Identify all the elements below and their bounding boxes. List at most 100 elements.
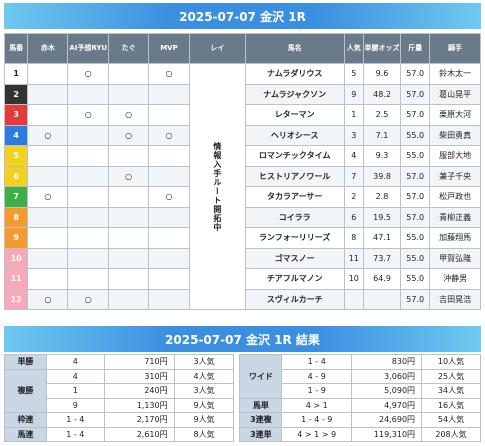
win-odds: 48.2	[363, 83, 401, 105]
horse-number: 12	[3, 288, 29, 310]
mvp-mark	[148, 206, 190, 228]
combination: 4 - 9	[281, 368, 353, 384]
column-gap	[234, 369, 240, 384]
akagi-mark	[27, 247, 69, 269]
win-odds: 9.3	[363, 145, 401, 167]
horse-number: 8	[3, 206, 29, 228]
results-table: 単勝 4 710円 3人気 ワイド 1 - 4 830円 10人気 複勝 4 310円 4人気 4 - …	[4, 354, 481, 442]
col-header-popularity: 人気	[343, 33, 365, 64]
popularity: 2	[343, 186, 365, 208]
ai-mark: ○	[67, 288, 110, 310]
payout: 4,970円	[351, 397, 423, 413]
table-row[interactable]: 12 ○ ○ スヴィルカーチ 57.0 吉田晃浩	[3, 288, 481, 310]
payout-popularity: 8人気	[173, 426, 235, 442]
combination: 1 - 4	[281, 354, 353, 370]
race-title: 2025-07-07 金沢 1R	[179, 9, 306, 24]
horse-number: 4	[3, 124, 29, 146]
result-row: 単勝 4 710円 3人気 ワイド 1 - 4 830円 10人気	[4, 354, 481, 399]
jockey-name: 服部大地	[429, 145, 481, 167]
combination: 1 - 9	[281, 383, 353, 399]
table-row[interactable]: 11 チアフルマノン 10 64.9 55.0 沖静男	[3, 268, 481, 290]
table-row[interactable]: 8 コイララ 6 19.5 57.0 青柳正義	[3, 206, 481, 228]
col-header-umaban: 馬番	[3, 33, 29, 64]
table-row[interactable]: 6 ○ ヒストリアノワール 7 39.8 57.0 兼子千央	[3, 165, 481, 187]
win-odds: 64.9	[363, 268, 401, 290]
table-row[interactable]: 5 ロマンチックタイム 4 9.3 55.0 服部大地	[3, 145, 481, 167]
jockey-name: 栗原大河	[429, 104, 481, 126]
horse-number: 10	[3, 247, 29, 269]
carried-weight: 57.0	[399, 206, 431, 228]
combination: 1 - 4	[45, 412, 105, 428]
carried-weight: 57.0	[399, 104, 431, 126]
tagu-mark	[108, 288, 150, 310]
jockey-name: 兼子千央	[429, 165, 481, 187]
horse-number: 1	[3, 63, 29, 85]
results-title-banner: 2025-07-07 金沢 1R 結果	[4, 326, 481, 352]
table-row[interactable]: 1 ○ ○ 情報入手ルート開拓中 ナムラダリウス 5 9.6 57.0 鈴木太一	[3, 63, 481, 310]
payout: 240円	[103, 383, 175, 399]
combination: 4 > 1	[281, 397, 353, 413]
payout: 5,090円	[351, 383, 423, 399]
payout-popularity: 4人気	[173, 368, 235, 384]
carried-weight: 57.0	[399, 186, 431, 208]
horse-number: 9	[3, 227, 29, 249]
ai-mark	[67, 268, 110, 290]
popularity: 5	[343, 63, 365, 85]
payout: 2,170円	[103, 412, 175, 428]
rei-notice: 情報入手ルート開拓中	[188, 63, 246, 310]
tagu-mark	[108, 83, 150, 105]
carried-weight: 55.0	[399, 145, 431, 167]
carried-weight: 55.0	[399, 247, 431, 269]
akagi-mark	[27, 104, 69, 126]
horse-name: ナムラダリウス	[244, 63, 345, 85]
ai-mark	[67, 124, 110, 146]
race-title-banner: 2025-07-07 金沢 1R	[4, 3, 481, 29]
ai-mark	[67, 83, 110, 105]
mvp-mark	[148, 227, 190, 249]
payout-popularity: 54人気	[421, 412, 481, 428]
tagu-mark	[108, 227, 150, 249]
mvp-mark: ○	[148, 63, 190, 85]
table-row[interactable]: 10 ゴマスノー 11 73.7 55.0 甲賀弘隆	[3, 247, 481, 269]
table-row[interactable]: 9 ランフォーリリーズ 8 47.1 55.0 加藤翔馬	[3, 227, 481, 249]
win-odds	[363, 288, 401, 310]
entries-header-row: 馬番 赤木 AI予想RYU たぐ MVP レイ 馬名 人気 単勝オッズ 斤量 騎…	[3, 33, 481, 64]
combination: 4 > 1 > 9	[281, 426, 353, 442]
tagu-mark	[108, 145, 150, 167]
popularity: 4	[343, 145, 365, 167]
horse-number: 2	[3, 83, 29, 105]
payout: 710円	[103, 354, 175, 370]
payout-popularity: 208人気	[421, 426, 481, 442]
bet-type-label: ワイド	[239, 354, 283, 399]
payout: 1,130円	[103, 397, 175, 413]
popularity: 8	[343, 227, 365, 249]
horse-number: 7	[3, 186, 29, 208]
bet-type-label: 馬単	[239, 397, 283, 413]
entries-table: 馬番 赤木 AI予想RYU たぐ MVP レイ 馬名 人気 単勝オッズ 斤量 騎…	[3, 33, 481, 310]
jockey-name: 鈴木太一	[429, 63, 481, 85]
payout: 3,060円	[351, 368, 423, 384]
payout-popularity: 10人気	[421, 354, 481, 370]
payout: 119,310円	[351, 426, 423, 442]
table-row[interactable]: 4 ○ ○ ○ ヘリオシース 3 7.1 55.0 柴田勇真	[3, 124, 481, 146]
akagi-mark	[27, 165, 69, 187]
table-row[interactable]: 2 ナムラジャクソン 9 48.2 57.0 葛山晃平	[3, 83, 481, 105]
akagi-mark	[27, 145, 69, 167]
carried-weight: 57.0	[399, 83, 431, 105]
win-odds: 47.1	[363, 227, 401, 249]
horse-name: ナムラジャクソン	[244, 83, 345, 105]
bet-type-label: 単勝	[4, 354, 47, 370]
mvp-mark	[148, 288, 190, 310]
bet-type-label: 枠連	[4, 412, 47, 428]
horse-name: チアフルマノン	[244, 268, 345, 290]
bet-type-label: 複勝	[4, 368, 47, 413]
col-header-mvp: MVP	[148, 33, 190, 64]
table-row[interactable]: 3 ○ ○ レターマン 1 2.5 57.0 栗原大河	[3, 104, 481, 126]
horse-number: 6	[3, 165, 29, 187]
result-row: 1 240円 3人気 1 - 9 5,090円 34人気	[5, 383, 481, 399]
col-header-rei: レイ	[188, 33, 246, 64]
payout-popularity: 16人気	[421, 397, 481, 413]
result-row: 9 1,130円 9人気 馬単 4 > 1 4,970円 16人気	[5, 397, 481, 413]
horse-name: タカラアーサー	[244, 186, 345, 208]
mvp-mark	[148, 145, 190, 167]
